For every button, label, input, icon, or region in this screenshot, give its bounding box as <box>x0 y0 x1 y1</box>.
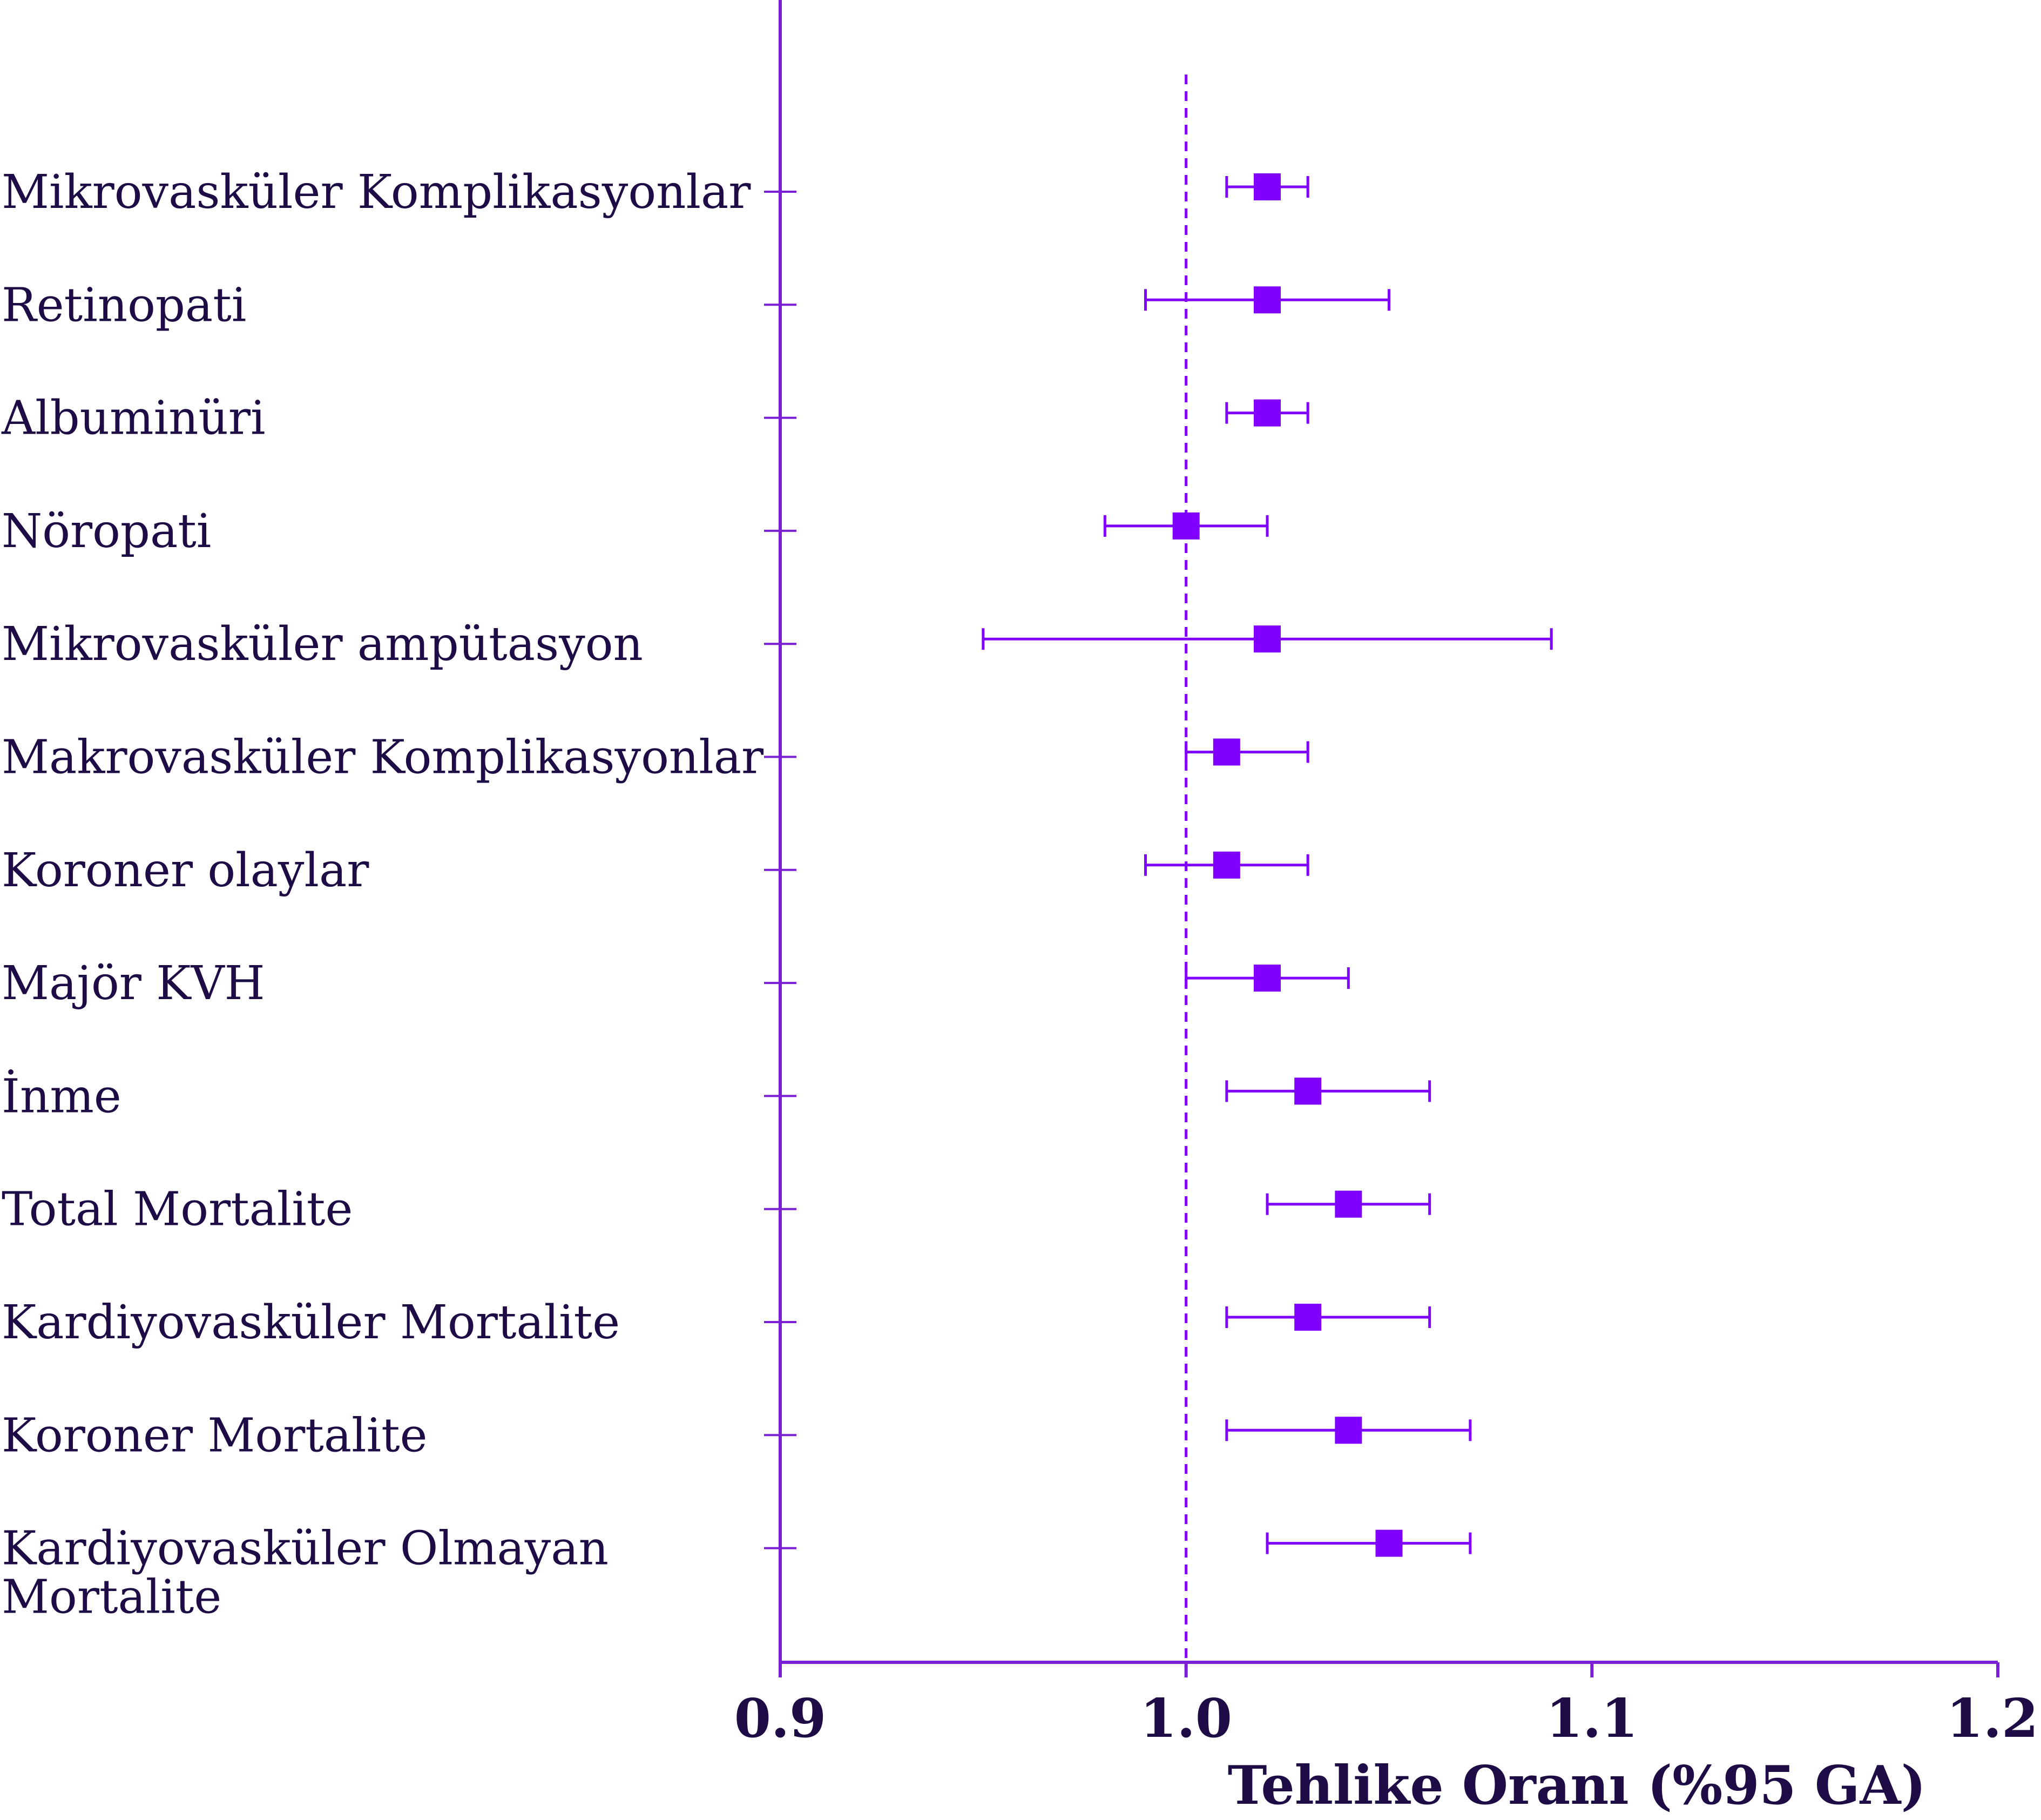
row-label: Majör KVH <box>2 956 265 1010</box>
row-label: Total Mortalite <box>2 1183 353 1237</box>
hr-marker <box>1213 851 1240 879</box>
hr-marker <box>1254 399 1281 427</box>
row-label: Koroner Mortalite <box>2 1408 428 1462</box>
row-label: Nöropati <box>2 504 211 558</box>
hr-marker <box>1335 1190 1362 1218</box>
hr-marker <box>1254 286 1281 314</box>
row-label: Makrovasküler Komplikasyonlar <box>2 731 764 785</box>
x-tick-label: 1.1 <box>1546 1688 1638 1750</box>
hr-marker <box>1375 1529 1403 1557</box>
row-label: Mortalite <box>2 1570 221 1624</box>
forest-row: Retinopati <box>2 278 1390 332</box>
forest-row: Koroner Mortalite <box>2 1408 1472 1462</box>
hr-marker <box>1335 1417 1362 1444</box>
row-label: Koroner olaylar <box>2 844 369 898</box>
hr-marker <box>1254 625 1281 653</box>
row-label: Kardiyovasküler Mortalite <box>2 1296 620 1350</box>
x-tick-label: 0.9 <box>734 1688 827 1750</box>
forest-row: Total Mortalite <box>2 1183 1431 1237</box>
x-axis-title: Tehlike Oranı (%95 GA) <box>1228 1755 1926 1817</box>
forest-row: Albuminüri <box>1 392 1309 446</box>
hr-marker <box>1213 738 1240 766</box>
row-label: Mikrovasküler ampütasyon <box>2 617 643 671</box>
forest-row: Mikrovasküler ampütasyon <box>2 617 1553 671</box>
forest-row: İnme <box>2 1069 1431 1123</box>
forest-row: Kardiyovasküler Mortalite <box>2 1296 1431 1350</box>
hr-marker <box>1294 1077 1322 1105</box>
hr-marker <box>1254 965 1281 992</box>
forest-row: Mikrovasküler Komplikasyonlar <box>2 165 1309 219</box>
row-label: İnme <box>2 1069 121 1123</box>
row-label: Mikrovasküler Komplikasyonlar <box>2 165 751 219</box>
forest-row: Nöropati <box>2 504 1269 558</box>
x-tick-label: 1.0 <box>1140 1688 1232 1750</box>
row-label: Kardiyovasküler Olmayan <box>2 1522 609 1576</box>
row-label: Albuminüri <box>1 392 266 446</box>
hr-marker <box>1254 173 1281 200</box>
forest-row: Makrovasküler Komplikasyonlar <box>2 731 1309 785</box>
forest-row: Majör KVH <box>2 956 1350 1010</box>
forest-row: Koroner olaylar <box>2 844 1309 898</box>
hr-marker <box>1294 1304 1322 1331</box>
x-tick-label: 1.2 <box>1947 1688 2039 1750</box>
row-label: Retinopati <box>2 278 246 332</box>
